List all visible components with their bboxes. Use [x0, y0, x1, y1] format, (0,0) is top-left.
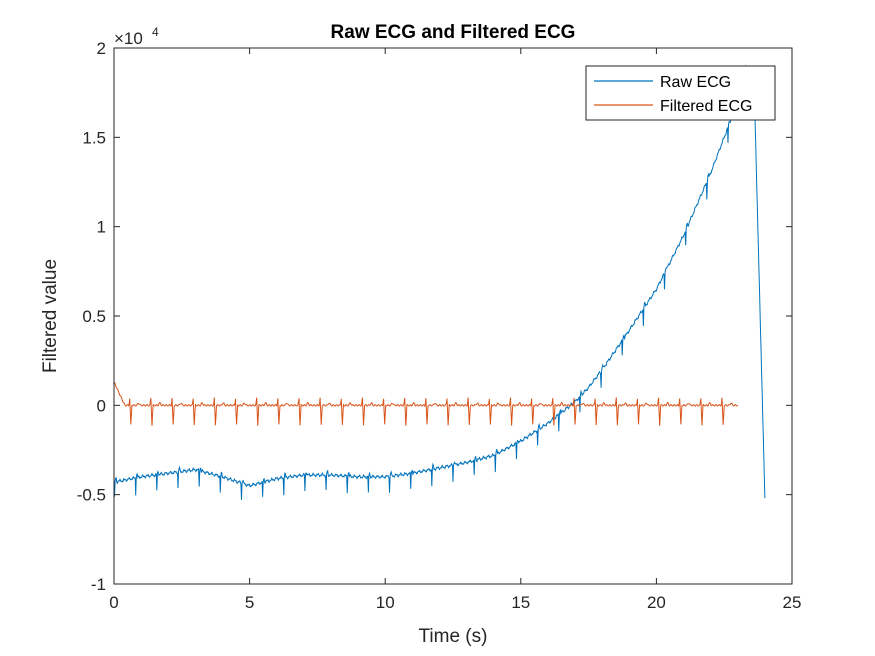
series-layer: [113, 64, 766, 500]
y-tick-label: 0.5: [82, 307, 106, 326]
legend-label-raw-ecg: Raw ECG: [660, 74, 731, 91]
y-tick-label: 1.5: [82, 128, 106, 147]
y-tick-label: 2: [97, 39, 106, 58]
legend[interactable]: Raw ECG Filtered ECG: [585, 65, 776, 121]
y-exponent: ×10 4: [114, 25, 159, 48]
x-tick-label: 0: [109, 593, 118, 612]
x-tick-label: 5: [245, 593, 254, 612]
y-axis-label: Filtered value: [40, 259, 61, 373]
y-tick-label: -1: [91, 575, 106, 594]
legend-box: [585, 65, 776, 121]
y-tick-label: 1: [97, 218, 106, 237]
ticks-layer: 0 5 10 15 20 25 -1 -0.5 0 0.5 1 1.5 2: [77, 39, 802, 612]
chart-title: Raw ECG and Filtered ECG: [331, 22, 576, 43]
x-tick-label: 25: [783, 593, 802, 612]
series-line-raw-ecg: [113, 64, 766, 500]
plot-area: [114, 48, 792, 584]
legend-label-filtered-ecg: Filtered ECG: [660, 98, 752, 115]
x-axis-label: Time (s): [419, 626, 488, 647]
x-tick-label: 10: [376, 593, 395, 612]
x-tick-label: 20: [647, 593, 666, 612]
x-tick-label: 15: [511, 593, 530, 612]
y-tick-label: -0.5: [77, 486, 106, 505]
y-exponent-power: 4: [152, 25, 159, 39]
series-line-filtered-ecg: [113, 381, 739, 426]
y-exponent-base: ×10: [114, 29, 143, 48]
y-tick-label: 0: [97, 396, 106, 415]
